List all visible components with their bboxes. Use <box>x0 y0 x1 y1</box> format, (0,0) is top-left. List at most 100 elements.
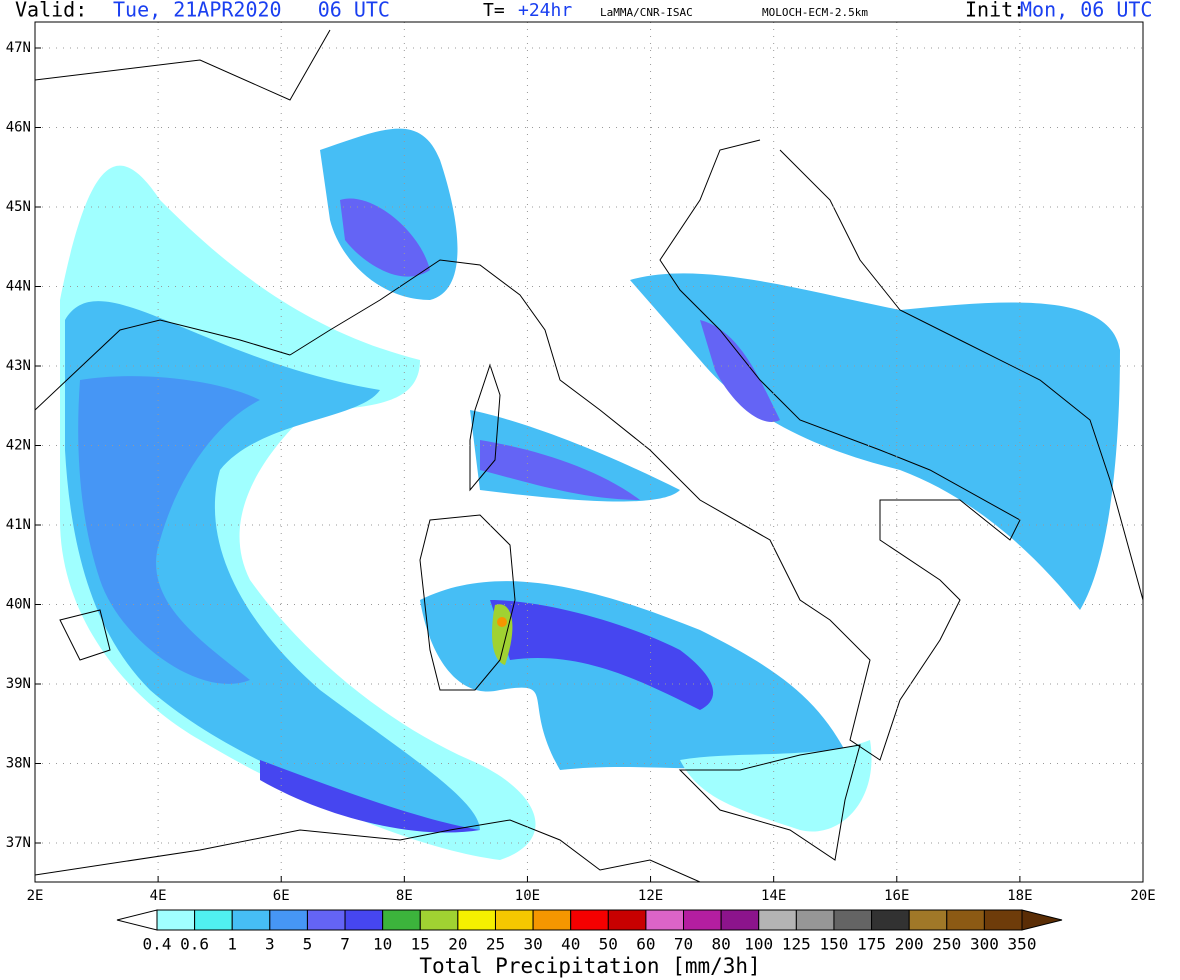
map-frame <box>34 21 1144 883</box>
lat-label: 45N <box>6 199 31 215</box>
colorbar-label: 80 <box>711 935 730 954</box>
lon-label: 10E <box>515 888 540 904</box>
lat-label: 37N <box>6 835 31 851</box>
colorbar-label: 200 <box>895 935 924 954</box>
colorbar-label: 40 <box>561 935 580 954</box>
lat-label: 46N <box>6 120 31 136</box>
precip-area <box>78 376 261 684</box>
lat-label: 41N <box>6 517 31 533</box>
lon-label: 8E <box>396 888 413 904</box>
colorbar-box <box>194 909 233 931</box>
valid-label: Valid: <box>15 0 87 22</box>
colorbar-box <box>645 909 685 931</box>
colorbar-box <box>946 909 985 931</box>
colorbar-label: 125 <box>782 935 811 954</box>
colorbar-label: 5 <box>303 935 313 954</box>
colorbar-label: 7 <box>340 935 350 954</box>
lat-label: 47N <box>6 40 31 56</box>
colorbar-label: 3 <box>265 935 275 954</box>
model: MOLOCH-ECM-2.5km <box>762 6 868 19</box>
colorbar-arrow <box>1021 909 1063 931</box>
colorbar-box <box>683 909 722 931</box>
precip-area <box>497 617 507 627</box>
colorbar-label: 350 <box>1008 935 1037 954</box>
precip-area <box>490 600 714 710</box>
precip-area <box>700 320 780 422</box>
precipitation-field <box>60 128 1120 861</box>
colorbar-label: 70 <box>674 935 693 954</box>
coastline <box>35 819 701 882</box>
colorbar-box <box>570 909 609 931</box>
colorbar-box <box>795 909 835 931</box>
lat-label: 38N <box>6 756 31 772</box>
precip-area <box>260 760 480 833</box>
lat-label: 43N <box>6 358 31 374</box>
colorbar-box <box>833 909 873 931</box>
colorbar-label: 1 <box>227 935 237 954</box>
colorbar-box <box>871 909 910 931</box>
lon-label: 14E <box>761 888 786 904</box>
colorbar-box <box>908 909 948 931</box>
precip-area <box>630 273 1120 610</box>
coastline <box>289 139 1021 761</box>
colorbar-arrow <box>116 909 158 931</box>
header: Valid: Tue, 21APR2020 06 UTC T= +24hr La… <box>15 0 1152 22</box>
precip-area <box>340 198 430 277</box>
colorbar-box <box>382 909 421 931</box>
colorbar-label: 25 <box>486 935 505 954</box>
lon-label: 4E <box>150 888 167 904</box>
colorbar-label: 300 <box>970 935 999 954</box>
border <box>35 29 331 101</box>
lon-label: 6E <box>273 888 290 904</box>
lon-label: 2E <box>27 888 44 904</box>
colorbar-label: 0.4 <box>143 935 172 954</box>
colorbar-box <box>494 909 534 931</box>
colorbar-label: 20 <box>448 935 467 954</box>
colorbar-box <box>720 909 760 931</box>
colorbar-label: 150 <box>820 935 849 954</box>
lat-label: 42N <box>6 438 31 454</box>
colorbar-box <box>306 909 346 931</box>
coastline <box>419 514 516 691</box>
init-label: Init: <box>965 0 1025 22</box>
lon-label: 12E <box>638 888 663 904</box>
colorbar-title: Total Precipitation [mm/3h] <box>419 954 760 978</box>
colorbar-box <box>758 909 797 931</box>
colorbar-label: 100 <box>744 935 773 954</box>
precip-area <box>492 604 513 665</box>
valid-time: Tue, 21APR2020 06 UTC <box>113 0 390 22</box>
lat-label: 44N <box>6 279 31 295</box>
colorbar-label: 30 <box>523 935 542 954</box>
colorbar-label: 15 <box>411 935 430 954</box>
colorbar-box <box>231 909 271 931</box>
precip-area <box>680 740 872 832</box>
grid: 47N 46N 45N 44N 43N 42N 41N 40N 39N 38N 37N 2E 4E 6E 8… <box>6 22 1156 904</box>
colorbar-label: 60 <box>636 935 655 954</box>
colorbar-box <box>419 909 459 931</box>
step: +24hr <box>518 0 572 21</box>
source: LaMMA/CNR-ISAC <box>600 6 693 19</box>
lon-label: 18E <box>1007 888 1032 904</box>
step-label: T= <box>483 0 505 21</box>
colorbar: 0.4 0.6 1 3 5 7 10 15 20 25 30 40 50 60 70 80 100 125 150 1… <box>116 909 1063 954</box>
lon-label: 16E <box>884 888 909 904</box>
init-time: Mon, 06 UTC <box>1020 0 1152 22</box>
coastline <box>469 363 501 492</box>
coastline <box>678 744 861 861</box>
lon-label: 20E <box>1130 888 1155 904</box>
colorbar-label: 10 <box>373 935 392 954</box>
coastline <box>779 149 1143 601</box>
colorbar-label: 175 <box>857 935 886 954</box>
colorbar-label: 0.6 <box>180 935 209 954</box>
colorbar-box <box>156 909 196 931</box>
lat-label: 40N <box>6 597 31 613</box>
colorbar-label: 250 <box>932 935 961 954</box>
colorbar-box <box>269 909 308 931</box>
colorbar-label: 50 <box>599 935 618 954</box>
colorbar-box <box>457 909 496 931</box>
precip-area <box>480 440 640 500</box>
colorbar-box <box>983 909 1023 931</box>
coastlines <box>35 29 1143 882</box>
colorbar-box <box>344 909 384 931</box>
